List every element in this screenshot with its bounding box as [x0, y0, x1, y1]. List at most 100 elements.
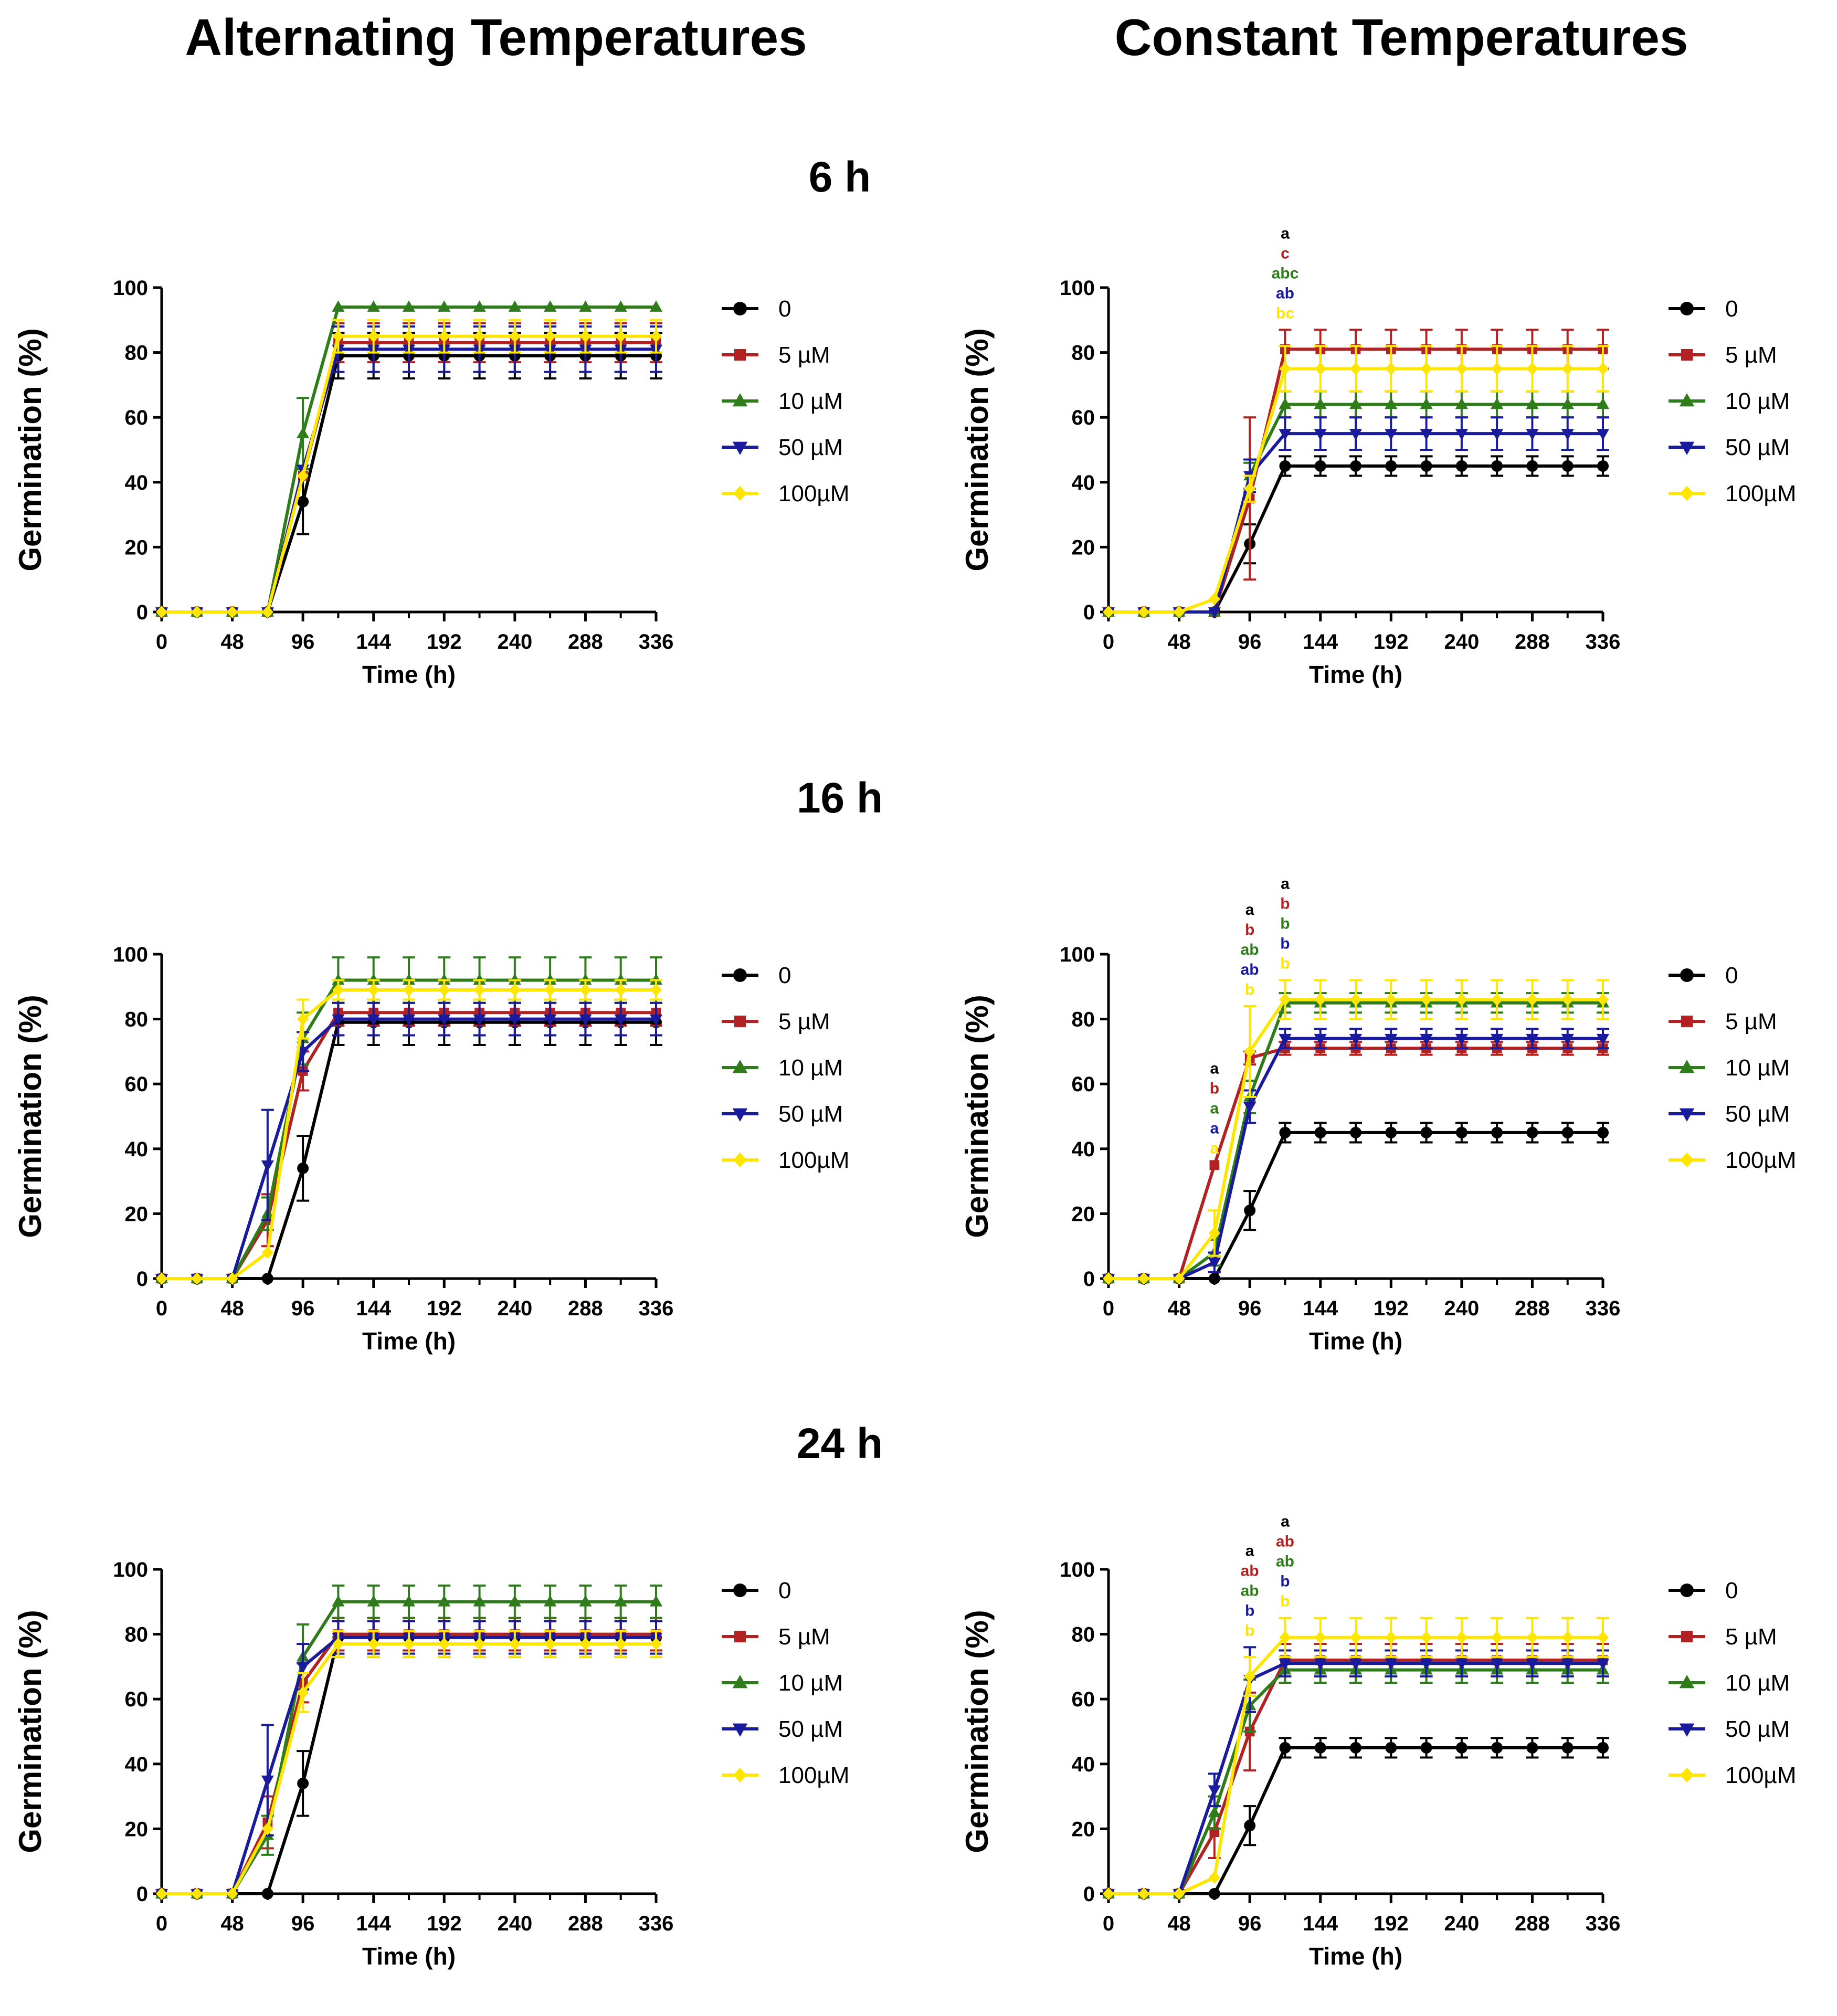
data-point	[1208, 1227, 1220, 1240]
legend-marker	[1680, 302, 1694, 315]
data-point	[1208, 1871, 1220, 1884]
significance-letter: ab	[1241, 1562, 1259, 1579]
chart-const-6h: 0 20 40 60 80 100 0 48 96 144 192 240 288 336 Time (h)…	[959, 225, 1796, 688]
data-point	[1173, 605, 1185, 619]
legend-marker	[734, 1630, 746, 1643]
data-point	[1208, 607, 1221, 619]
significance-letter: ab	[1276, 284, 1294, 302]
series-line	[162, 1642, 656, 1895]
legend-marker	[732, 1675, 748, 1688]
series-50-um	[155, 325, 663, 619]
legend-marker	[733, 1584, 747, 1597]
legend-label: 5 µM	[1725, 1009, 1777, 1035]
data-point	[1208, 1258, 1221, 1269]
chart-const-16h: 0 20 40 60 80 100 0 48 96 144 192 240 288 336 Time (h)…	[959, 875, 1796, 1355]
series-50-um	[155, 1620, 663, 1901]
data-point	[261, 1273, 273, 1284]
data-point	[297, 1162, 309, 1174]
data-point	[1491, 460, 1503, 472]
data-point	[297, 1012, 309, 1026]
data-point	[1420, 1659, 1433, 1670]
x-tick-label: 192	[427, 1912, 462, 1935]
data-point	[1385, 1126, 1397, 1138]
data-point	[1491, 1033, 1504, 1046]
x-tick-label: 96	[291, 1297, 315, 1320]
data-point	[297, 495, 309, 508]
legend-marker	[1680, 1152, 1694, 1168]
y-axis-title: Germination (%)	[13, 1610, 48, 1853]
x-tick-label: 144	[356, 630, 391, 653]
legend-label: 50 µM	[778, 435, 843, 460]
series-0	[1103, 1122, 1609, 1284]
y-tick-label: 40	[1072, 1753, 1095, 1776]
legend-label: 0	[778, 963, 791, 988]
significance-letter: a	[1210, 1060, 1219, 1078]
series-100um	[156, 1630, 662, 1901]
significance-letter: ab	[1241, 1582, 1259, 1599]
significance-letter: c	[1281, 245, 1290, 262]
x-tick-label: 0	[1103, 1297, 1114, 1320]
series-line	[1108, 1037, 1603, 1280]
data-point	[509, 1638, 521, 1651]
data-point	[1455, 1659, 1468, 1670]
data-point	[367, 983, 379, 997]
data-point	[1526, 1033, 1539, 1046]
data-point	[1279, 1659, 1292, 1670]
data-point	[1526, 460, 1538, 472]
data-point	[1561, 429, 1574, 440]
y-tick-label: 80	[125, 342, 149, 365]
data-point	[1596, 397, 1610, 409]
data-point	[1561, 460, 1574, 472]
data-point	[1561, 1126, 1574, 1138]
x-axis-title: Time (h)	[362, 661, 456, 688]
x-tick-label: 144	[356, 1297, 391, 1320]
legend-label: 0	[1725, 296, 1738, 322]
data-point	[1244, 482, 1256, 495]
legend-label: 10 µM	[1725, 1670, 1790, 1696]
data-point	[1491, 362, 1503, 375]
data-point	[226, 605, 238, 619]
x-tick-label: 336	[1586, 1297, 1621, 1320]
legend-marker	[1681, 1630, 1693, 1643]
y-tick-label: 20	[1072, 536, 1095, 559]
data-point	[1385, 1741, 1397, 1754]
data-point	[1314, 993, 1326, 1006]
data-point	[1138, 1887, 1150, 1901]
data-point	[473, 983, 485, 997]
y-axis-title: Germination (%)	[959, 1610, 995, 1853]
y-tick-label: 60	[1072, 1688, 1095, 1711]
legend-label: 10 µM	[1725, 1055, 1790, 1081]
legend-label: 50 µM	[1725, 1716, 1790, 1742]
data-point	[367, 330, 379, 343]
legend-label: 5 µM	[778, 1624, 830, 1650]
data-point	[544, 983, 556, 997]
series-line	[1108, 1131, 1603, 1280]
data-point	[1455, 429, 1468, 440]
data-point	[1455, 993, 1468, 1006]
legend-label: 0	[1725, 963, 1738, 988]
data-point	[1420, 362, 1432, 375]
data-point	[1596, 1659, 1610, 1670]
x-tick-label: 192	[1374, 1297, 1409, 1320]
data-point	[1279, 397, 1292, 409]
x-axis-title: Time (h)	[1309, 1943, 1402, 1970]
series-line	[162, 1020, 656, 1280]
data-point	[226, 1887, 238, 1901]
data-point	[1103, 605, 1114, 619]
data-point	[1420, 1741, 1432, 1754]
y-axis-title: Germination (%)	[959, 328, 995, 571]
x-tick-label: 48	[1167, 1912, 1191, 1935]
data-point	[297, 1686, 309, 1699]
series-line	[162, 1011, 656, 1280]
y-tick-label: 100	[113, 1558, 148, 1581]
data-point	[508, 1014, 521, 1026]
data-point	[297, 1662, 310, 1674]
data-point	[1314, 397, 1327, 409]
data-point	[367, 1595, 380, 1607]
legend-marker	[732, 393, 748, 407]
data-point	[544, 330, 556, 343]
data-point	[1349, 397, 1363, 409]
data-point	[1455, 1126, 1468, 1138]
x-tick-label: 96	[291, 1912, 315, 1935]
x-tick-label: 48	[1167, 630, 1191, 653]
